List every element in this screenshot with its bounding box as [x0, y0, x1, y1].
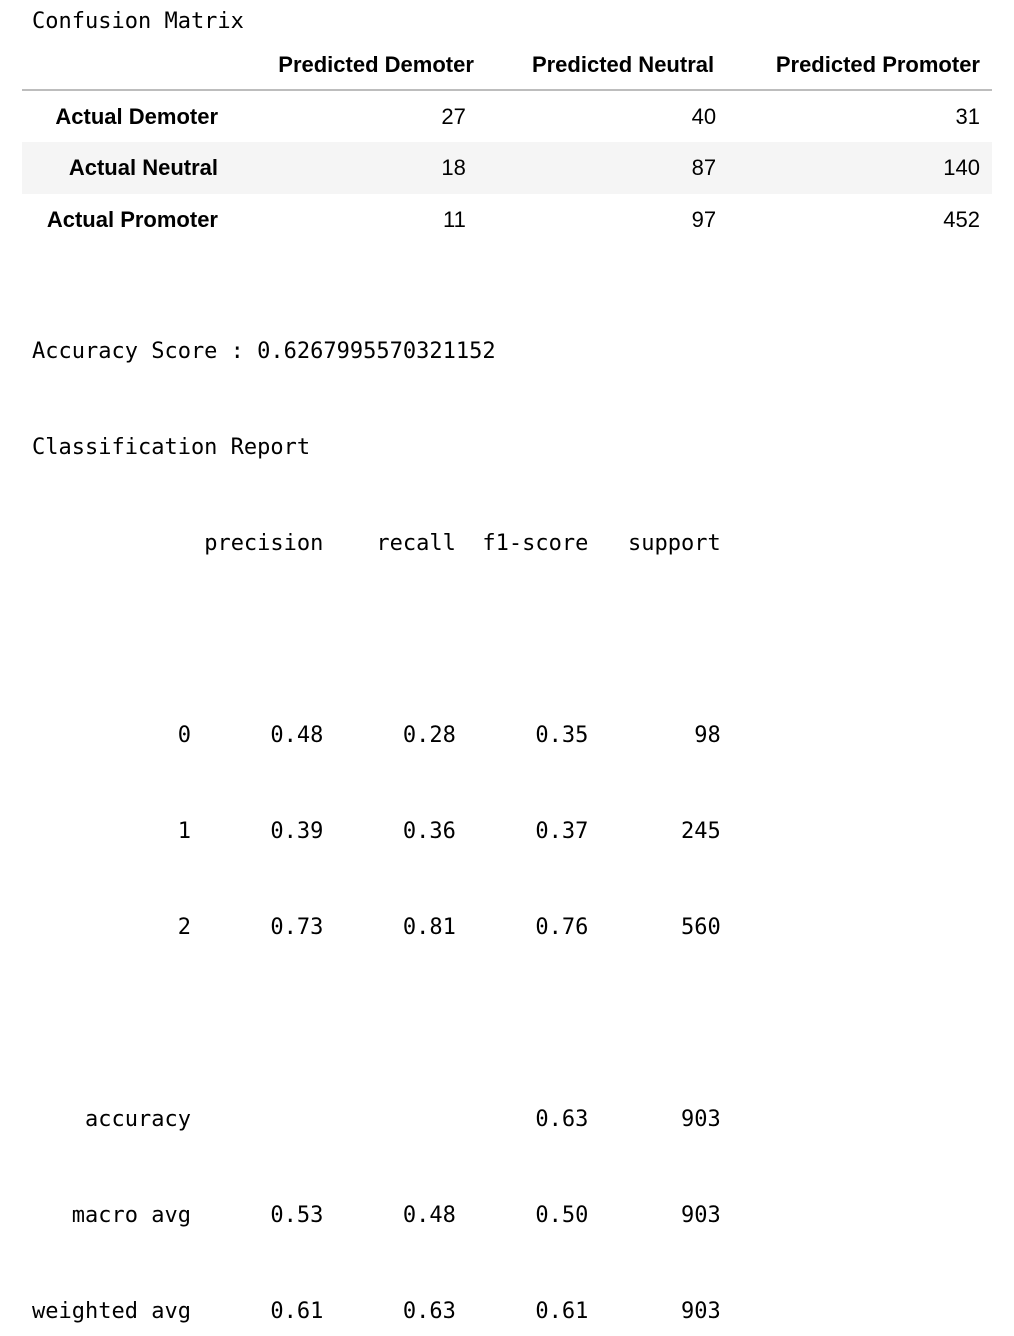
report-cell: [32, 531, 191, 556]
table-row: Actual Neutral 18 87 140: [22, 142, 992, 194]
report-cell: 0.39: [190, 819, 324, 844]
table-cell: 452: [943, 207, 980, 232]
row-header: Actual Neutral: [68, 155, 218, 180]
report-row: 2 0.73 0.81 0.76 560: [32, 912, 721, 944]
report-label: accuracy: [32, 1107, 191, 1132]
accuracy-label: Accuracy Score :: [32, 339, 244, 364]
report-cell: [191, 1107, 323, 1132]
report-header: recall: [323, 531, 456, 556]
report-row: accuracy 0.63 903: [32, 1104, 721, 1136]
report-row: macro avg 0.53 0.48 0.50 903: [32, 1200, 721, 1232]
table-cell: 40: [691, 103, 717, 129]
table-row: Actual Promoter 11 97 452: [22, 194, 992, 246]
table-header-row: Predicted Demoter Predicted Neutral Pred…: [22, 40, 992, 91]
report-header: f1-score: [455, 531, 589, 556]
row-header: Actual Promoter: [46, 207, 218, 232]
report-cell: 0.53: [190, 1203, 324, 1228]
report-cell: 0.36: [323, 819, 456, 844]
report-cell: 903: [588, 1107, 721, 1132]
report-label: 2: [32, 915, 191, 940]
report-cell: 0.28: [323, 723, 456, 748]
table-cell: 31: [955, 103, 980, 129]
report-cell: [323, 1107, 455, 1132]
report-cell: 0.48: [190, 723, 324, 748]
confusion-matrix-title: Confusion Matrix: [32, 9, 244, 34]
corner-cell: [22, 40, 230, 91]
report-header-row: precision recall f1-score support: [32, 528, 721, 560]
table-cell: 97: [691, 207, 717, 232]
report-label: weighted avg: [32, 1299, 191, 1324]
table-row: Actual Demoter 27 40 31: [22, 90, 992, 142]
report-blank-row: [32, 1008, 721, 1040]
report-cell: 0.61: [190, 1299, 324, 1324]
report-cell: 560: [588, 915, 721, 940]
report-cell: 0.35: [455, 723, 589, 748]
report-cell: 245: [588, 819, 721, 844]
report-blank-row: [32, 624, 721, 656]
report-row: 0 0.48 0.28 0.35 98: [32, 720, 721, 752]
table-cell: 18: [441, 155, 466, 180]
report-cell: 0.76: [455, 915, 589, 940]
classification-report-title: Classification Report: [32, 435, 311, 460]
column-header: Predicted Neutral: [485, 40, 727, 91]
report-cell: 0.48: [323, 1203, 456, 1228]
report-label: macro avg: [32, 1203, 191, 1228]
report-cell: 903: [588, 1299, 721, 1324]
report-cell: 0.63: [455, 1107, 589, 1132]
report-cell: 0.73: [190, 915, 324, 940]
report-label: 0: [32, 723, 191, 748]
report-cell: 0.61: [455, 1299, 589, 1324]
accuracy-value: 0.6267995570321152: [257, 339, 496, 364]
report-cell: 0.63: [323, 1299, 456, 1324]
report-label: 1: [32, 819, 191, 844]
report-cell: 0.50: [455, 1203, 589, 1228]
accuracy-line: Accuracy Score : 0.6267995570321152: [32, 336, 721, 368]
classification-output: Accuracy Score : 0.6267995570321152 Clas…: [32, 272, 721, 1336]
report-cell: 98: [588, 723, 721, 748]
column-header: Predicted Demoter: [230, 40, 486, 91]
confusion-matrix-table: Predicted Demoter Predicted Neutral Pred…: [22, 40, 992, 246]
report-row: 1 0.39 0.36 0.37 245: [32, 816, 721, 848]
report-row: weighted avg 0.61 0.63 0.61 903: [32, 1296, 721, 1328]
column-header: Predicted Promoter: [726, 40, 992, 91]
table-cell: 27: [441, 103, 466, 129]
report-cell: 0.81: [323, 915, 456, 940]
row-header: Actual Demoter: [55, 103, 218, 129]
table-cell: 140: [943, 155, 980, 180]
table-cell: 87: [691, 155, 717, 180]
report-cell: 0.37: [455, 819, 589, 844]
table-cell: 11: [443, 207, 466, 232]
report-header: support: [588, 531, 721, 556]
report-cell: 903: [588, 1203, 721, 1228]
report-header: precision: [190, 531, 324, 556]
